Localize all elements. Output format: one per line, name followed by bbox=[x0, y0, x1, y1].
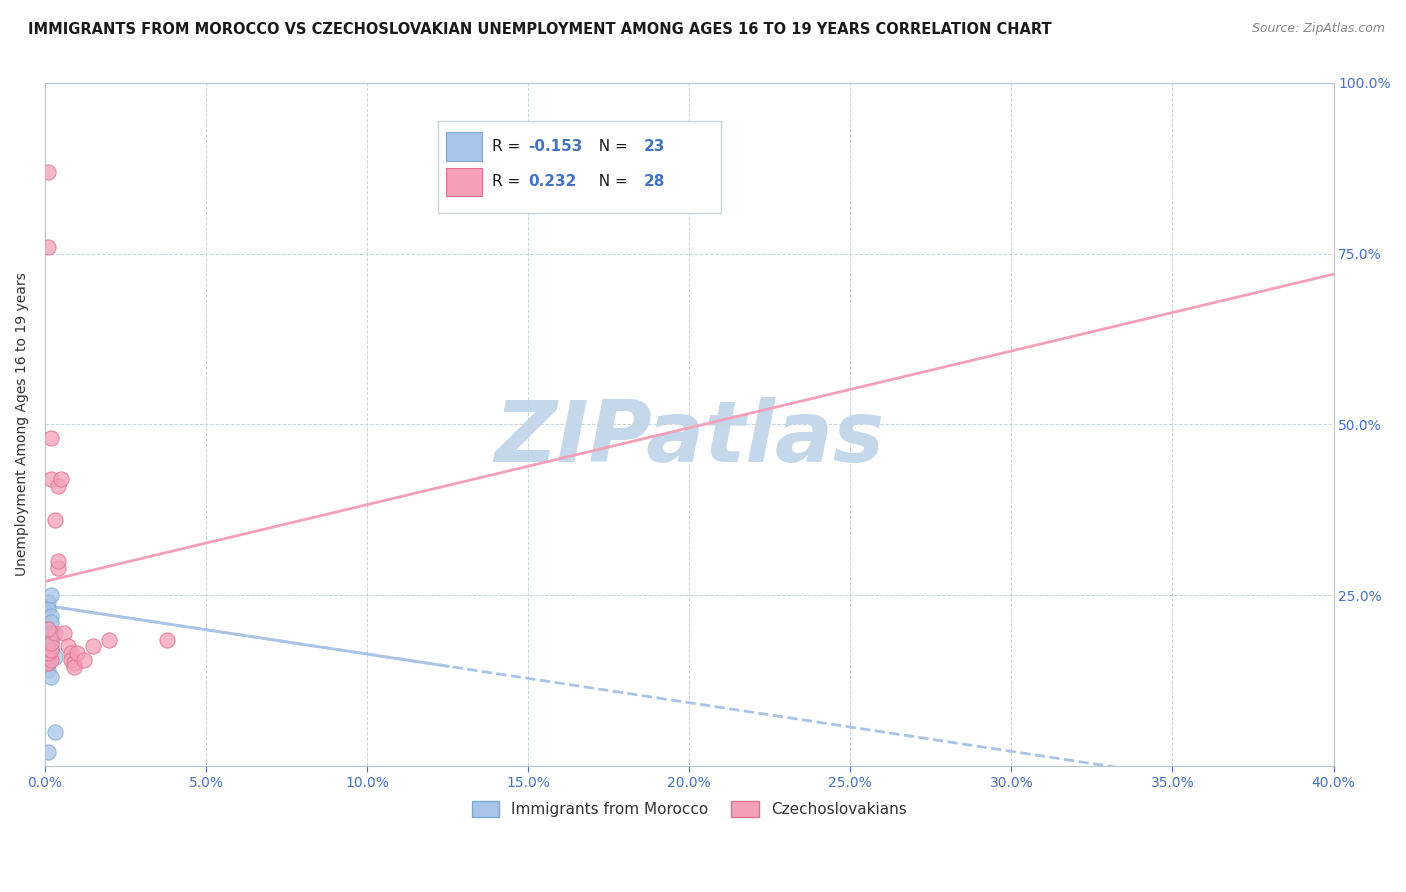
Point bbox=[37, 653, 59, 667]
FancyBboxPatch shape bbox=[446, 168, 482, 196]
Point bbox=[49, 472, 72, 486]
Point bbox=[156, 632, 179, 647]
Text: 23: 23 bbox=[644, 139, 665, 154]
FancyBboxPatch shape bbox=[446, 132, 482, 161]
Point bbox=[66, 646, 89, 660]
Point bbox=[46, 561, 69, 575]
Point bbox=[37, 646, 59, 660]
Point bbox=[41, 615, 63, 630]
Text: 28: 28 bbox=[644, 175, 665, 189]
Point bbox=[41, 472, 63, 486]
Point bbox=[37, 649, 59, 664]
Text: IMMIGRANTS FROM MOROCCO VS CZECHOSLOVAKIAN UNEMPLOYMENT AMONG AGES 16 TO 19 YEAR: IMMIGRANTS FROM MOROCCO VS CZECHOSLOVAKI… bbox=[28, 22, 1052, 37]
Text: N =: N = bbox=[589, 175, 633, 189]
Text: -0.153: -0.153 bbox=[529, 139, 582, 154]
Point bbox=[37, 657, 59, 671]
Text: N =: N = bbox=[589, 139, 633, 154]
Point bbox=[37, 636, 59, 650]
Point bbox=[53, 625, 76, 640]
Text: R =: R = bbox=[492, 175, 526, 189]
Point bbox=[41, 588, 63, 602]
Point bbox=[37, 622, 59, 636]
Point bbox=[98, 632, 121, 647]
Point bbox=[41, 640, 63, 654]
Text: 0.232: 0.232 bbox=[529, 175, 576, 189]
Point bbox=[41, 670, 63, 684]
Point bbox=[41, 642, 63, 657]
Point bbox=[41, 431, 63, 445]
Point bbox=[37, 165, 59, 179]
Point bbox=[59, 646, 82, 660]
Point bbox=[37, 745, 59, 759]
Point bbox=[46, 479, 69, 493]
Point bbox=[72, 653, 94, 667]
Point bbox=[37, 646, 59, 660]
Point bbox=[41, 608, 63, 623]
Text: Source: ZipAtlas.com: Source: ZipAtlas.com bbox=[1251, 22, 1385, 36]
Point bbox=[37, 657, 59, 671]
Point bbox=[63, 657, 86, 671]
Point bbox=[37, 240, 59, 254]
Point bbox=[41, 653, 63, 667]
Point bbox=[63, 660, 86, 674]
Point bbox=[37, 622, 59, 636]
Point bbox=[56, 640, 79, 654]
Point bbox=[37, 602, 59, 616]
Point bbox=[44, 649, 66, 664]
Point bbox=[37, 663, 59, 677]
Point bbox=[44, 625, 66, 640]
Point bbox=[82, 640, 104, 654]
FancyBboxPatch shape bbox=[439, 120, 721, 212]
Y-axis label: Unemployment Among Ages 16 to 19 years: Unemployment Among Ages 16 to 19 years bbox=[15, 273, 30, 576]
Point bbox=[41, 636, 63, 650]
Point bbox=[41, 632, 63, 647]
Point bbox=[41, 642, 63, 657]
Point bbox=[46, 554, 69, 568]
Point bbox=[37, 595, 59, 609]
Point bbox=[37, 640, 59, 654]
Point bbox=[37, 649, 59, 664]
Legend: Immigrants from Morocco, Czechoslovakians: Immigrants from Morocco, Czechoslovakian… bbox=[465, 795, 912, 823]
Point bbox=[41, 625, 63, 640]
Text: R =: R = bbox=[492, 139, 526, 154]
Point bbox=[59, 653, 82, 667]
Point bbox=[34, 602, 56, 616]
Text: ZIPatlas: ZIPatlas bbox=[494, 397, 884, 480]
Point bbox=[41, 629, 63, 643]
Point bbox=[44, 513, 66, 527]
Point bbox=[44, 724, 66, 739]
